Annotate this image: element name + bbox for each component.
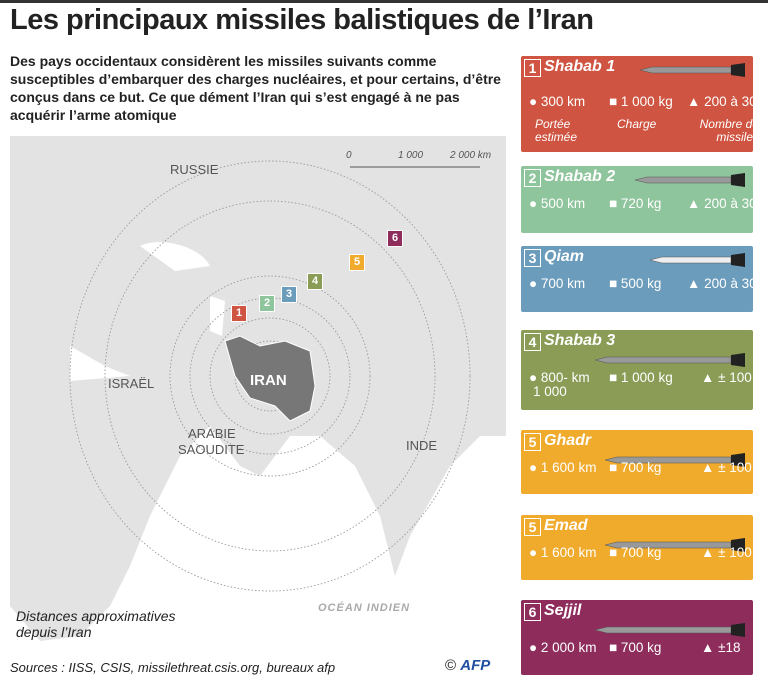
range-stat: ● 500 km — [529, 196, 586, 211]
scale-0: 0 — [346, 150, 352, 161]
label-arabie: ARABIE — [188, 426, 236, 441]
range-stat: ● 1 600 km — [529, 545, 597, 560]
top-rule — [0, 0, 768, 3]
payload-stat: ■ 700 kg — [609, 460, 662, 475]
label-saoudite: SAOUDITE — [178, 442, 245, 457]
range-circles — [69, 160, 471, 592]
rocket-icon — [605, 538, 745, 552]
map-graphic — [10, 136, 506, 656]
label-ocean: OCÉAN INDIEN — [318, 602, 411, 614]
missile-card: 6 Sejjil ● 2 000 km ■ 700 kg ▲ ±18 — [521, 600, 753, 675]
payload-stat: ■ 1 000 kg — [609, 94, 673, 109]
map-marker-3: 3 — [281, 286, 297, 303]
count-stat: ▲ ± 100 — [701, 545, 752, 560]
payload-stat: ■ 700 kg — [609, 640, 662, 655]
legend-range: Portée estimée — [535, 117, 578, 144]
missile-number: 5 — [524, 518, 541, 536]
count-stat: ▲ ± 100 — [701, 370, 752, 385]
missile-name: Shabab 1 — [544, 58, 616, 75]
label-iran: IRAN — [250, 372, 287, 389]
missile-card: 5 Ghadr ● 1 600 km ■ 700 kg ▲ ± 100 — [521, 430, 753, 494]
map-marker-1: 1 — [231, 305, 247, 322]
map-note: Distances approximatives depuis l’Iran — [16, 608, 176, 640]
label-inde: INDE — [406, 438, 438, 453]
mediterranean-sea — [70, 346, 130, 381]
iran-shape — [224, 335, 316, 422]
map-marker-2: 2 — [259, 295, 275, 312]
count-stat: ▲ 200 à 300 — [687, 276, 765, 291]
missile-card: 3 Qiam ● 700 km ■ 500 kg ▲ 200 à 300 — [521, 246, 764, 312]
missile-name: Ghadr — [544, 432, 592, 449]
missile-card: 4 Shabab 3 ● 800- km ■ 1 000 kg ▲ ± 100 … — [521, 330, 753, 410]
payload-stat: ■ 1 000 kg — [609, 370, 673, 385]
payload-stat: ■ 500 kg — [609, 276, 662, 291]
agency: AFP — [460, 657, 491, 674]
label-israel: ISRAËL — [108, 376, 155, 391]
rocket-icon — [595, 353, 745, 367]
missile-number: 2 — [524, 169, 541, 187]
rocket-icon — [605, 453, 745, 467]
missile-number: 1 — [524, 59, 541, 77]
caspian-sea — [210, 296, 225, 336]
afp-logo: © AFP — [445, 657, 490, 674]
rocket-icon — [650, 253, 745, 267]
missile-name: Shabab 2 — [544, 168, 616, 185]
range-map: RUSSIE IRAN ISRAËL ARABIE SAOUDITE INDE … — [10, 136, 506, 656]
rocket-icon — [640, 63, 745, 77]
count-stat: ▲ ± 100 — [701, 460, 752, 475]
black-sea — [140, 242, 210, 271]
payload-stat: ■ 700 kg — [609, 545, 662, 560]
rocket-icon — [635, 173, 745, 187]
label-russie: RUSSIE — [170, 162, 219, 177]
intro-text: Des pays occidentaux considèrent les mis… — [10, 53, 501, 123]
page-title: Les principaux missiles balistiques de l… — [10, 4, 594, 36]
missile-number: 4 — [524, 333, 541, 351]
sources: Sources : IISS, CSIS, missilethreat.csis… — [10, 660, 336, 675]
count-stat: ▲ ±18 — [701, 640, 741, 655]
payload-stat: ■ 720 kg — [609, 196, 662, 211]
range-stat: ● 700 km — [529, 276, 586, 291]
missile-name: Sejjil — [544, 602, 582, 619]
range-stat: ● 2 000 km — [529, 640, 597, 655]
rocket-icon — [595, 623, 745, 637]
legend-payload: Charge — [617, 117, 657, 131]
missile-name: Qiam — [544, 248, 585, 265]
missile-card: 2 Shabab 2 ● 500 km ■ 720 kg ▲ 200 à 300 — [521, 166, 764, 233]
map-marker-4: 4 — [307, 273, 323, 290]
map-marker-6: 6 — [387, 230, 403, 247]
missile-card: 5 Emad ● 1 600 km ■ 700 kg ▲ ± 100 — [521, 515, 753, 580]
range-stat: ● 1 600 km — [529, 460, 597, 475]
missile-number: 6 — [524, 603, 541, 621]
missile-name: Emad — [544, 517, 588, 534]
copyright: © — [445, 657, 457, 674]
scale-1000: 1 000 — [398, 150, 424, 161]
count-stat: ▲ 200 à 300 — [687, 196, 765, 211]
missile-name: Shabab 3 — [544, 332, 616, 349]
missile-number: 5 — [524, 433, 541, 451]
missile-card: 1 Shabab 1 ● 300 km ■ 1 000 kg ▲ 200 à 3… — [521, 56, 764, 152]
range-stat-cont: 1 000 — [533, 384, 567, 399]
range-stat: ● 300 km — [529, 94, 586, 109]
count-stat: ▲ 200 à 300 — [687, 94, 765, 109]
range-stat: ● 800- km — [529, 370, 590, 385]
legend-count: Nombre de missiles — [699, 117, 759, 144]
map-marker-5: 5 — [349, 254, 365, 271]
scale-2000: 2 000 km — [450, 150, 492, 161]
missile-number: 3 — [524, 249, 541, 267]
